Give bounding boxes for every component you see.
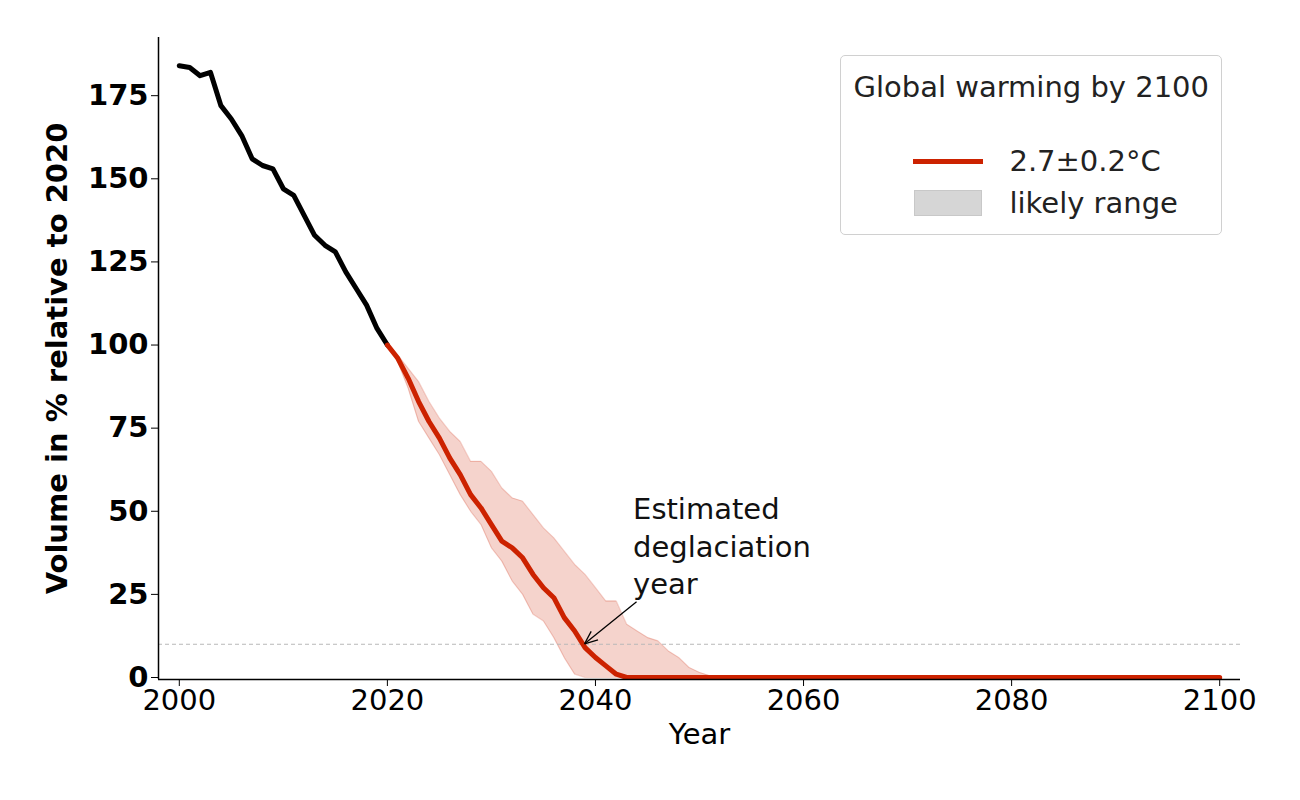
html-text:likely range: likely range <box>1009 186 1178 220</box>
svg-text:25: 25 <box>108 577 148 611</box>
svg-text:2100: 2100 <box>1183 683 1257 717</box>
svg-text:2040: 2040 <box>559 683 633 717</box>
svg-text:Volume in % relative to 2020: Volume in % relative to 2020 <box>40 123 74 595</box>
svg-text:75: 75 <box>108 410 148 444</box>
svg-text:2020: 2020 <box>350 683 424 717</box>
svg-text:50: 50 <box>108 494 148 528</box>
svg-text:175: 175 <box>88 78 149 112</box>
svg-text:2000: 2000 <box>142 683 216 717</box>
html-text:2.7±0.2°C: 2.7±0.2°C <box>1009 144 1161 178</box>
svg-text:125: 125 <box>88 244 149 278</box>
svg-text:2060: 2060 <box>767 683 841 717</box>
svg-text:0: 0 <box>128 660 148 694</box>
svg-text:2080: 2080 <box>975 683 1049 717</box>
svg-text:Year: Year <box>668 717 730 751</box>
svg-text:100: 100 <box>88 327 149 361</box>
svg-text:150: 150 <box>88 161 149 195</box>
html-text:Global warming by 2100: Global warming by 2100 <box>853 70 1209 104</box>
svg-text:Estimateddeglaciationyear: Estimateddeglaciationyear <box>633 492 811 601</box>
